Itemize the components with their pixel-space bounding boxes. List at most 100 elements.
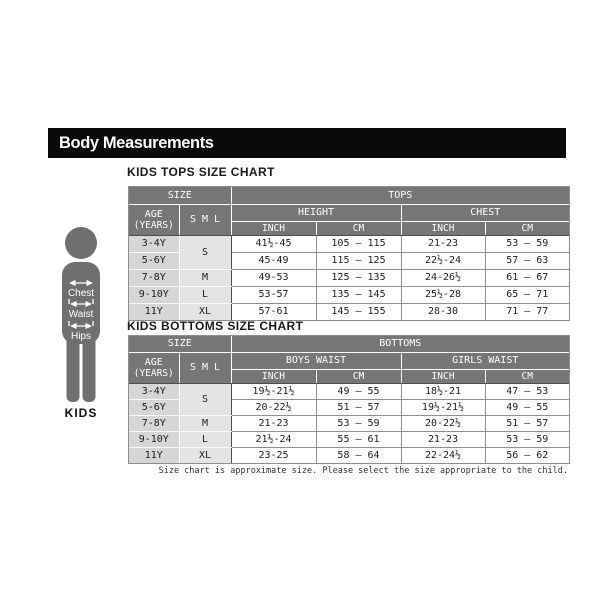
unit-header: CM [315,368,402,384]
kids-bottoms-size-table: SIZE BOTTOMS AGE (YEARS) S M L BOYS WAIS… [129,336,570,463]
chest-inch-cell: 22½-24 [400,251,486,270]
boys-waist-inch-cell: 20-22½ [230,398,317,416]
boys-waist-subgroup-header: BOYS WAIST [230,351,402,370]
boys-waist-inch-cell: 21½-24 [230,430,317,448]
age-cell: 9-10Y [129,430,180,448]
hips-label: Hips [71,331,91,342]
boys-waist-cm-cell: 55 – 61 [315,430,402,448]
boys-waist-inch-cell: 21-23 [230,414,317,432]
chest-cm-cell: 65 – 71 [484,285,570,304]
age-cell: 5-6Y [129,398,180,416]
age-header-line1: AGE [144,356,163,368]
age-cell: 7-8Y [129,414,180,432]
age-header-line2: (YEARS) [133,367,174,379]
height-inch-cell: 45-49 [230,251,317,270]
chest-cm-cell: 57 – 63 [484,251,570,270]
tops-group-header: TOPS [230,187,570,205]
girls-waist-cm-cell: 47 – 53 [484,382,570,400]
bottoms-section-heading: KIDS BOTTOMS SIZE CHART [127,319,304,333]
table-row: 11Y XL 23-25 58 – 64 22-24½ 56 – 62 [129,446,570,463]
table-header-row: AGE (YEARS) S M L HEIGHT CHEST [129,203,570,236]
girls-waist-inch-cell: 19½-21½ [400,398,486,416]
table-header-row: SIZE BOTTOMS [129,336,570,353]
age-cell: 3-4Y [129,234,180,253]
height-cm-cell: 125 – 135 [315,268,402,287]
table-row: 7-8Y M 49-53 125 – 135 24-26½ 61 – 67 [129,268,570,287]
chest-inch-cell: 25½-28 [400,285,486,304]
boys-waist-cm-cell: 51 – 57 [315,398,402,416]
chest-cm-cell: 61 – 67 [484,268,570,287]
height-cm-cell: 145 – 155 [315,302,402,320]
chest-inch-cell: 24-26½ [400,268,486,287]
kids-tops-size-table: SIZE TOPS AGE (YEARS) S M L HEIGHT CHEST… [129,187,570,320]
girls-waist-inch-cell: 20-22½ [400,414,486,432]
bottoms-group-header: BOTTOMS [230,336,570,353]
girls-waist-inch-cell: 18½-21 [400,382,486,400]
kids-tops-size-table-frame: SIZE TOPS AGE (YEARS) S M L HEIGHT CHEST… [128,186,571,321]
chest-subgroup-header: CHEST [400,203,570,222]
height-inch-cell: 41½-45 [230,234,317,253]
table-header-row: SIZE TOPS [129,187,570,205]
size-cell: M [178,414,232,432]
age-cell: 11Y [129,446,180,463]
age-cell: 9-10Y [129,285,180,304]
sml-column-header: S M L [178,203,232,236]
table-row: 5-6Y 20-22½ 51 – 57 19½-21½ 49 – 55 [129,398,570,416]
boys-waist-cm-cell: 58 – 64 [315,446,402,463]
height-inch-cell: 49-53 [230,268,317,287]
table-row: 7-8Y M 21-23 53 – 59 20-22½ 51 – 57 [129,414,570,432]
age-cell: 11Y [129,302,180,320]
height-cm-cell: 135 – 145 [315,285,402,304]
title-bar: Body Measurements [48,128,566,158]
page-title: Body Measurements [59,133,214,152]
size-group-header: SIZE [129,336,232,353]
height-subgroup-header: HEIGHT [230,203,402,222]
unit-header: INCH [400,220,486,236]
age-column-header: AGE (YEARS) [129,203,180,236]
kids-bottoms-size-table-frame: SIZE BOTTOMS AGE (YEARS) S M L BOYS WAIS… [128,335,571,464]
boys-waist-cm-cell: 53 – 59 [315,414,402,432]
figure-caption: KIDS [65,406,98,420]
girls-waist-cm-cell: 49 – 55 [484,398,570,416]
unit-header: INCH [231,220,317,236]
measurement-arrows [68,279,94,330]
girls-waist-inch-cell: 21-23 [400,430,486,448]
table-row: 9-10Y L 53-57 135 – 145 25½-28 65 – 71 [129,285,570,304]
disclaimer-note: Size chart is approximate size. Please s… [158,466,568,476]
height-inch-cell: 57-61 [230,302,317,320]
size-cell: XL [178,302,232,320]
chest-inch-cell: 28-30 [400,302,486,320]
table-header-row: INCH CM INCH CM [129,368,570,384]
kids-figure: Chest Waist Hips KIDS [62,227,100,420]
size-cell: S [178,382,232,416]
table-row: 11Y XL 57-61 145 – 155 28-30 71 – 77 [129,302,570,320]
height-inch-cell: 53-57 [230,285,317,304]
boys-waist-cm-cell: 49 – 55 [315,382,402,400]
chest-inch-cell: 21-23 [400,234,486,253]
chest-cm-cell: 71 – 77 [484,302,570,320]
age-cell: 3-4Y [129,382,180,400]
size-group-header: SIZE [129,187,232,205]
height-cm-cell: 105 – 115 [315,234,402,253]
size-cell: M [178,268,232,287]
size-cell: XL [178,446,232,463]
waist-label: Waist [69,309,94,320]
table-row: 9-10Y L 21½-24 55 – 61 21-23 53 – 59 [129,430,570,448]
size-cell: L [178,285,232,304]
boys-waist-inch-cell: 23-25 [230,446,317,463]
age-header-line1: AGE [144,208,163,220]
girls-waist-cm-cell: 51 – 57 [484,414,570,432]
size-cell: L [178,430,232,448]
age-header-line2: (YEARS) [133,219,174,231]
chest-cm-cell: 53 – 59 [484,234,570,253]
table-row: 3-4Y S 19½-21½ 49 – 55 18½-21 47 – 53 [129,382,570,416]
unit-header: CM [484,220,570,236]
size-cell: S [178,234,232,270]
tops-section-heading: KIDS TOPS SIZE CHART [127,165,275,179]
table-header-row: AGE (YEARS) S M L BOYS WAIST GIRLS WAIST [129,351,570,384]
sml-column-header: S M L [178,351,232,384]
table-row: 3-4Y S 41½-45 105 – 115 21-23 53 – 59 [129,234,570,270]
chest-label: Chest [68,288,94,299]
age-cell: 7-8Y [129,268,180,287]
